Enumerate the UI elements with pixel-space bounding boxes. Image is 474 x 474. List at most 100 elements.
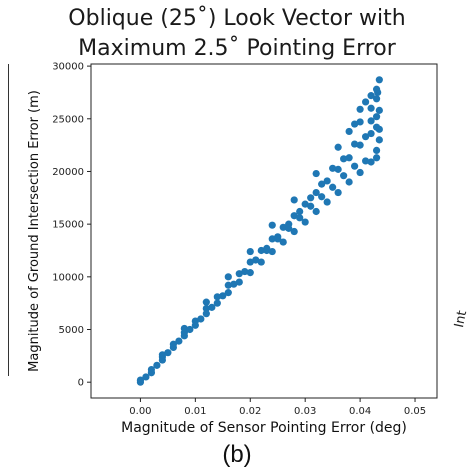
- scatter-point: [362, 157, 370, 165]
- scatter-point: [246, 258, 254, 266]
- scatter-point: [191, 321, 199, 329]
- scatter-point: [318, 180, 326, 188]
- y-tick-label: 20000: [52, 167, 84, 178]
- scatter-point: [274, 235, 282, 243]
- scatter-point: [345, 127, 353, 136]
- y-axis-label: Magnitude of Ground Intersection Error (…: [27, 90, 42, 372]
- scatter-point: [175, 337, 183, 345]
- x-axis-label: Magnitude of Sensor Pointing Error (deg): [121, 420, 407, 436]
- scatter-point: [329, 164, 337, 172]
- scatter-point: [279, 238, 287, 246]
- scatter-point: [372, 95, 381, 103]
- scatter-point: [375, 76, 383, 84]
- scatter-point: [351, 140, 359, 148]
- scatter-point: [356, 168, 364, 177]
- adjacent-panel-edge: [8, 64, 9, 376]
- x-axis-ticks: 0.00 0.01 0.02 0.03 0.04 0.05: [129, 398, 426, 417]
- scatter-point: [296, 214, 304, 222]
- scatter-point: [158, 351, 166, 359]
- scatter-point: [301, 200, 309, 208]
- scatter-point: [202, 298, 210, 306]
- scatter-point: [367, 129, 375, 138]
- scatter-point: [224, 289, 232, 297]
- scatter-point: [268, 235, 276, 243]
- scatter-point: [312, 188, 320, 197]
- scatter-point: [356, 105, 364, 113]
- x-tick-label: 0.01: [184, 406, 206, 417]
- scatter-point: [334, 165, 342, 173]
- scatter-point: [372, 113, 381, 121]
- scatter-point: [318, 193, 326, 201]
- scatter-point: [180, 332, 188, 340]
- scatter-point: [224, 273, 232, 281]
- scatter-point: [257, 246, 265, 255]
- scatter-point: [257, 258, 265, 266]
- x-tick-label: 0.05: [404, 406, 426, 417]
- scatter-point: [219, 292, 227, 300]
- scatter-point: [375, 106, 383, 114]
- scatter-point: [147, 369, 156, 377]
- scatter-point: [351, 120, 359, 128]
- chart-title-line-1: Oblique (25˚) Look Vector with: [68, 6, 406, 31]
- scatter-point: [345, 178, 353, 186]
- scatter-point: [268, 221, 276, 229]
- scatter-point: [169, 343, 177, 352]
- scatter-point: [323, 198, 331, 206]
- scatter-point: [164, 349, 172, 357]
- scatter-point: [142, 373, 150, 381]
- scatter-point: [375, 136, 383, 144]
- scatter-point: [290, 227, 298, 236]
- scatter-point: [263, 246, 271, 255]
- scatter-point: [186, 325, 194, 334]
- scatter-point: [307, 202, 315, 210]
- y-tick-label: 0: [78, 378, 84, 389]
- x-tick-label: 0.04: [349, 406, 371, 417]
- scatter-point: [241, 267, 249, 276]
- scatter-point: [279, 223, 287, 231]
- scatter-point: [372, 85, 381, 93]
- scatter-point: [367, 117, 375, 125]
- scatter-point: [136, 376, 145, 384]
- scatter-point: [268, 247, 276, 256]
- scatter-point: [367, 104, 375, 112]
- scatter-point: [340, 155, 348, 163]
- scatter-point: [290, 212, 298, 220]
- data-points: [136, 76, 383, 386]
- scatter-point: [290, 196, 298, 204]
- y-tick-label: 30000: [52, 62, 84, 73]
- scatter-point: [224, 281, 232, 289]
- scatter-point: [285, 224, 293, 232]
- scatter-point: [334, 143, 342, 151]
- scatter-point: [345, 154, 353, 162]
- scatter-point: [202, 310, 210, 318]
- scatter-point: [153, 361, 161, 369]
- y-tick-label: 25000: [52, 114, 84, 125]
- x-tick-label: 0.00: [129, 406, 151, 417]
- scatter-point: [367, 158, 375, 166]
- scatter-point: [296, 207, 304, 216]
- scatter-point: [323, 177, 331, 185]
- y-tick-label: 10000: [52, 272, 84, 283]
- x-tick-label: 0.02: [239, 406, 261, 417]
- y-tick-label: 15000: [52, 220, 84, 231]
- y-tick-label: 5000: [59, 325, 84, 336]
- panel-label: (b): [222, 441, 252, 468]
- scatter-point: [367, 92, 375, 100]
- scatter-point: [158, 356, 166, 364]
- scatter-point: [372, 146, 381, 154]
- scatter-point: [362, 133, 370, 141]
- chart-title-line-2: Maximum 2.5˚ Pointing Error: [78, 36, 396, 61]
- scatter-point: [375, 125, 383, 133]
- scatter-point: [312, 169, 320, 178]
- scatter-point: [312, 207, 320, 216]
- scatter-point: [180, 324, 188, 333]
- scatter-point: [213, 293, 221, 301]
- scatter-point: [252, 256, 260, 264]
- scatter-point: [372, 154, 381, 162]
- scatter-point: [246, 269, 254, 277]
- scatter-point: [307, 194, 315, 202]
- scatter-point: [334, 188, 342, 197]
- scatter-point: [235, 270, 243, 278]
- scatter-point: [246, 247, 254, 256]
